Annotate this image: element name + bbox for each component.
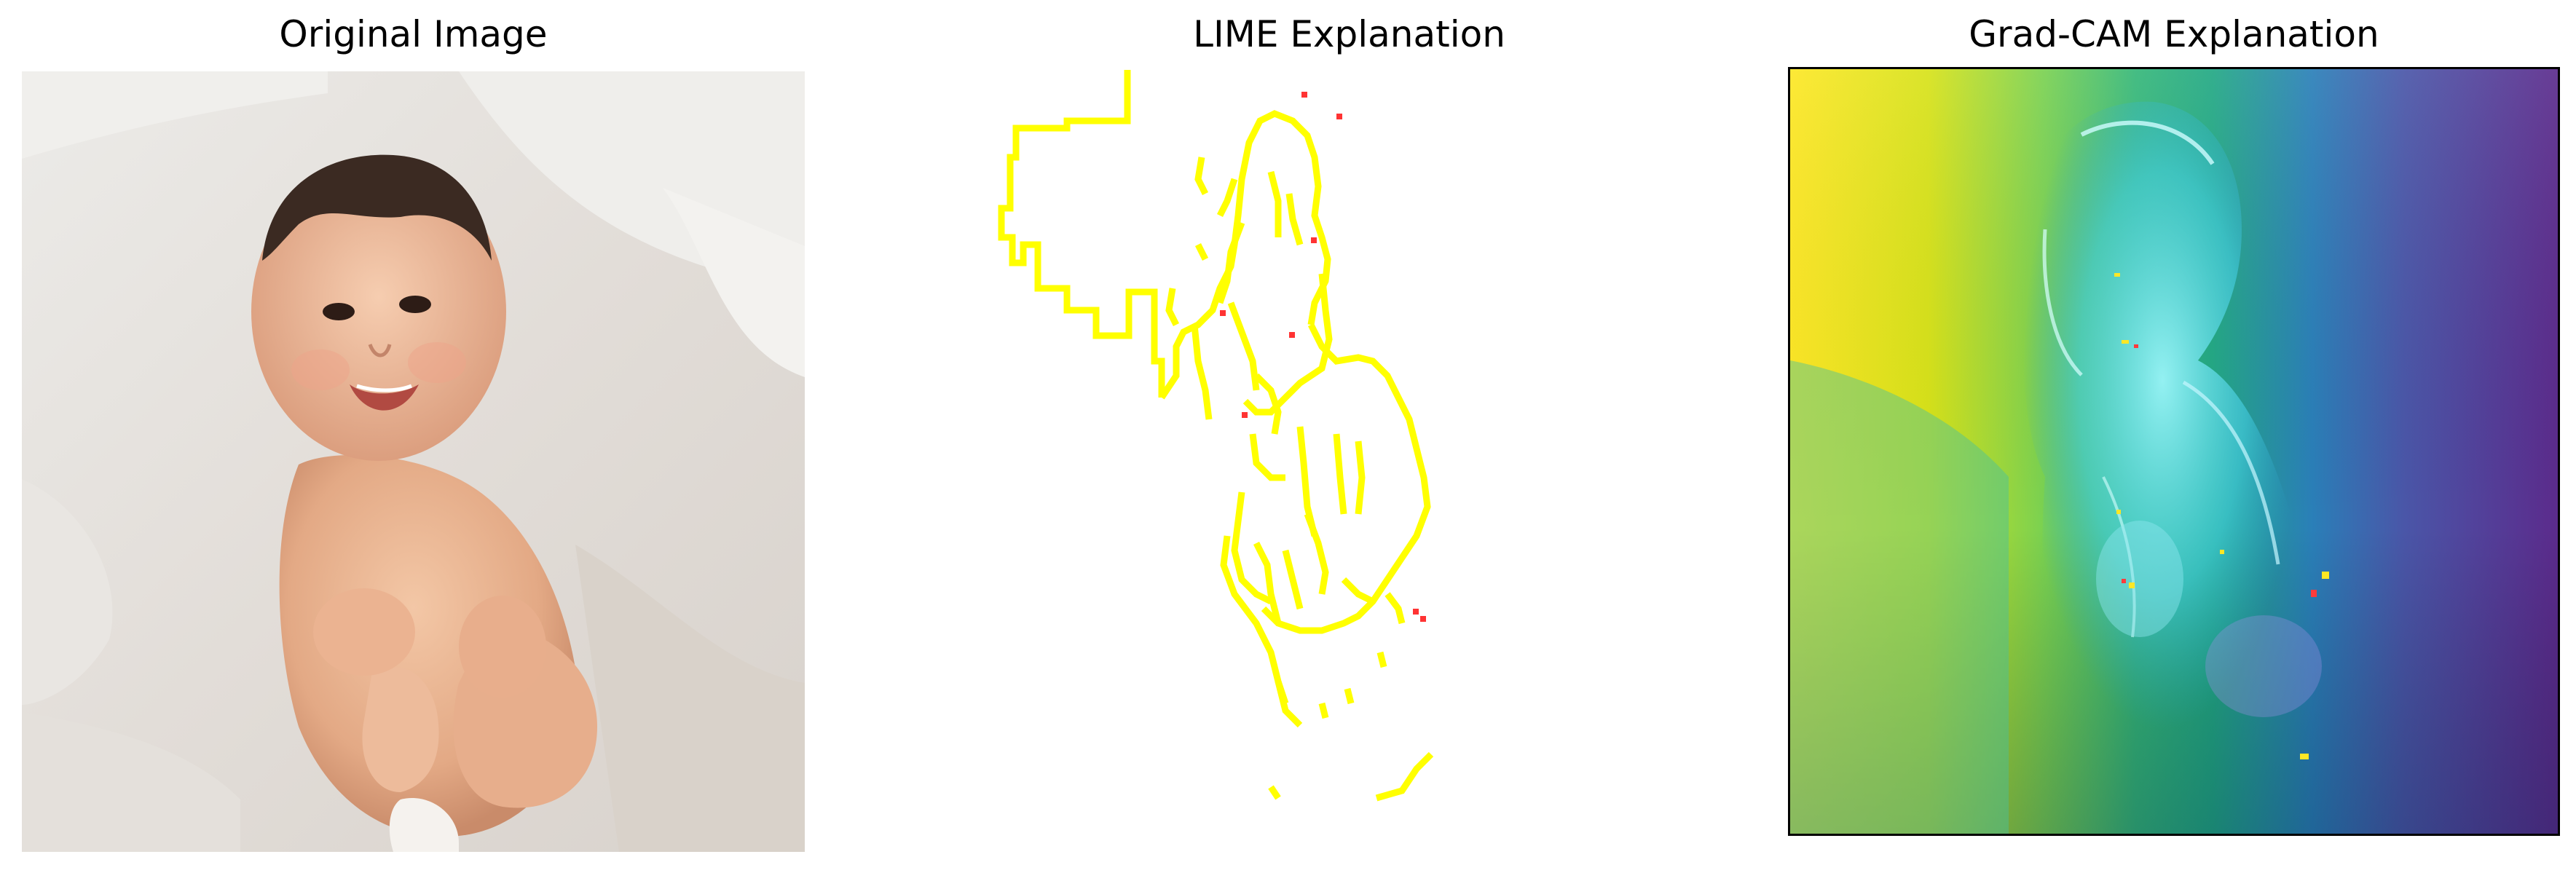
original-image-title: Original Image xyxy=(279,13,548,55)
baby-photo xyxy=(22,71,805,852)
gradcam-explanation-title: Grad-CAM Explanation xyxy=(1969,13,2379,55)
lime-boundary-map xyxy=(980,70,1795,842)
lime-explanation-panel xyxy=(980,70,1795,842)
gradcam-heatmap xyxy=(1790,69,2558,834)
lime-explanation-title: LIME Explanation xyxy=(1193,13,1505,55)
original-image-panel xyxy=(22,71,805,852)
gradcam-explanation-panel xyxy=(1788,67,2560,836)
